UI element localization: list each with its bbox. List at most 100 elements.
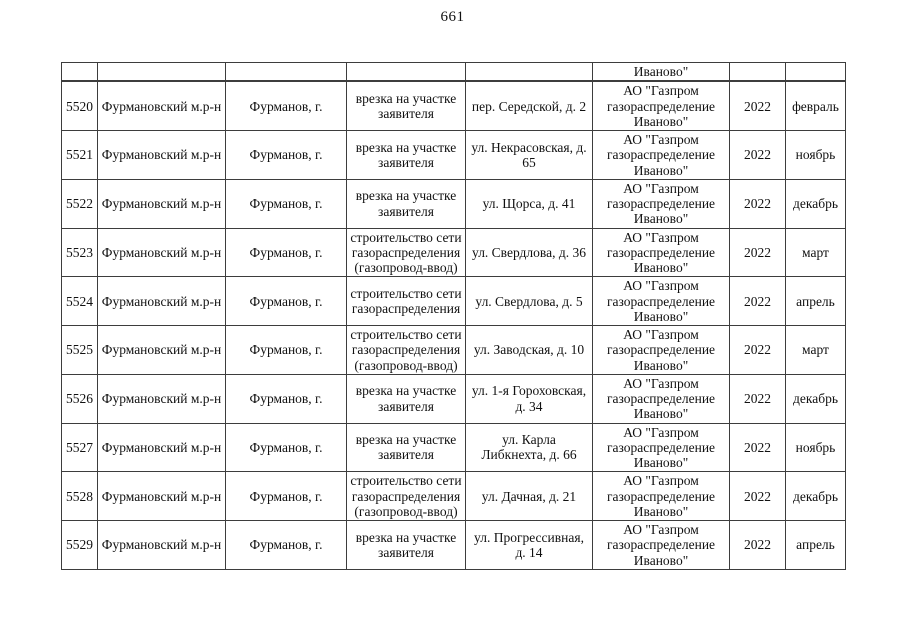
cell-year: 2022 [729,178,786,229]
cell-address: пер. Середской, д. 2 [465,80,593,132]
cell-year: 2022 [729,471,786,521]
cell-address: ул. Прогрессивная, д. 14 [465,520,593,570]
cell-work: строительство сети газораспределения [346,276,466,326]
cell-org: АО "Газпром газораспределение Иваново" [592,422,730,473]
cell-district: Фурмановский м.р-н [97,130,226,180]
cell-org: АО "Газпром газораспределение Иваново" [592,227,730,278]
cell-address [465,62,593,83]
cell-city: Фурманов, г. [225,80,347,132]
cell-city: Фурманов, г. [225,130,347,180]
cell-num: 5520 [61,80,98,132]
cell-org: АО "Газпром газораспределение Иваново" [592,520,730,570]
cell-year: 2022 [729,325,786,375]
table-row: 5524 Фурмановский м.р-н Фурманов, г. строит… [61,276,846,326]
cell-year: 2022 [729,520,786,570]
carryover-row: Иваново" [61,62,846,83]
cell-district: Фурмановский м.р-н [97,227,226,278]
cell-city [225,62,347,83]
cell-work: строительство сети газораспределения (га… [346,227,466,278]
cell-work: врезка на участке заявителя [346,422,466,473]
table-row: 5523 Фурмановский м.р-н Фурманов, г. строит… [61,227,846,278]
cell-org: Иваново" [592,62,730,83]
cell-district: Фурмановский м.р-н [97,471,226,521]
cell-num: 5525 [61,325,98,375]
table-row: 5527 Фурмановский м.р-н Фурманов, г. врезка… [61,422,846,473]
cell-org: АО "Газпром газораспределение Иваново" [592,80,730,132]
cell-district: Фурмановский м.р-н [97,80,226,132]
page-number: 661 [440,9,465,25]
cell-num: 5526 [61,373,98,424]
cell-month: апрель [785,276,846,326]
cell-year: 2022 [729,227,786,278]
cell-work: врезка на участке заявителя [346,520,466,570]
cell-month: декабрь [785,178,846,229]
cell-org: АО "Газпром газораспределение Иваново" [592,178,730,229]
cell-month: декабрь [785,471,846,521]
cell-address: ул. 1-я Гороховская, д. 34 [465,373,593,424]
cell-city: Фурманов, г. [225,325,347,375]
cell-address: ул. Дачная, д. 21 [465,471,593,521]
cell-work: врезка на участке заявителя [346,373,466,424]
cell-month [785,62,846,83]
cell-city: Фурманов, г. [225,471,347,521]
cell-district: Фурмановский м.р-н [97,325,226,375]
cell-year: 2022 [729,373,786,424]
cell-city: Фурманов, г. [225,520,347,570]
cell-work: врезка на участке заявителя [346,178,466,229]
cell-num [61,62,98,83]
cell-year: 2022 [729,130,786,180]
cell-district: Фурмановский м.р-н [97,422,226,473]
cell-work: врезка на участке заявителя [346,130,466,180]
cell-org: АО "Газпром газораспределение Иваново" [592,373,730,424]
cell-num: 5524 [61,276,98,326]
cell-address: ул. Свердлова, д. 36 [465,227,593,278]
table-body: Иваново" 5520 Фурмановский м.р-н Фурманов, … [61,62,846,570]
cell-year: 2022 [729,276,786,326]
table-row: 5529 Фурмановский м.р-н Фурманов, г. врезка… [61,520,846,570]
cell-year: 2022 [729,422,786,473]
cell-org: АО "Газпром газораспределение Иваново" [592,325,730,375]
cell-month: ноябрь [785,422,846,473]
cell-year: 2022 [729,80,786,132]
cell-num: 5523 [61,227,98,278]
cell-work: врезка на участке заявителя [346,80,466,132]
cell-district [97,62,226,83]
cell-district: Фурмановский м.р-н [97,520,226,570]
cell-address: ул. Свердлова, д. 5 [465,276,593,326]
cell-city: Фурманов, г. [225,227,347,278]
cell-city: Фурманов, г. [225,422,347,473]
cell-num: 5528 [61,471,98,521]
cell-month: март [785,227,846,278]
cell-month: декабрь [785,373,846,424]
cell-work: строительство сети газораспределения (га… [346,325,466,375]
cell-num: 5521 [61,130,98,180]
cell-month: март [785,325,846,375]
cell-district: Фурмановский м.р-н [97,178,226,229]
cell-address: ул. Карла Либкнехта, д. 66 [465,422,593,473]
cell-city: Фурманов, г. [225,373,347,424]
cell-org: АО "Газпром газораспределение Иваново" [592,276,730,326]
cell-district: Фурмановский м.р-н [97,276,226,326]
cell-address: ул. Некрасовская, д. 65 [465,130,593,180]
cell-org: АО "Газпром газораспределение Иваново" [592,130,730,180]
cell-month: апрель [785,520,846,570]
table-row: 5526 Фурмановский м.р-н Фурманов, г. врезка… [61,373,846,424]
cell-work: строительство сети газораспределения (га… [346,471,466,521]
cell-org: АО "Газпром газораспределение Иваново" [592,471,730,521]
table-row: 5522 Фурмановский м.р-н Фурманов, г. врезка… [61,178,846,229]
cell-month: февраль [785,80,846,132]
cell-city: Фурманов, г. [225,178,347,229]
cell-num: 5529 [61,520,98,570]
gas-connections-table: Иваново" 5520 Фурмановский м.р-н Фурманов, … [61,62,846,570]
cell-month: ноябрь [785,130,846,180]
cell-num: 5527 [61,422,98,473]
cell-city: Фурманов, г. [225,276,347,326]
table-row: 5521 Фурмановский м.р-н Фурманов, г. врезка… [61,130,846,180]
table-row: 5528 Фурмановский м.р-н Фурманов, г. строит… [61,471,846,521]
table-row: 5525 Фурмановский м.р-н Фурманов, г. строит… [61,325,846,375]
cell-district: Фурмановский м.р-н [97,373,226,424]
cell-address: ул. Заводская, д. 10 [465,325,593,375]
cell-work [346,62,466,83]
cell-year [729,62,786,83]
cell-num: 5522 [61,178,98,229]
